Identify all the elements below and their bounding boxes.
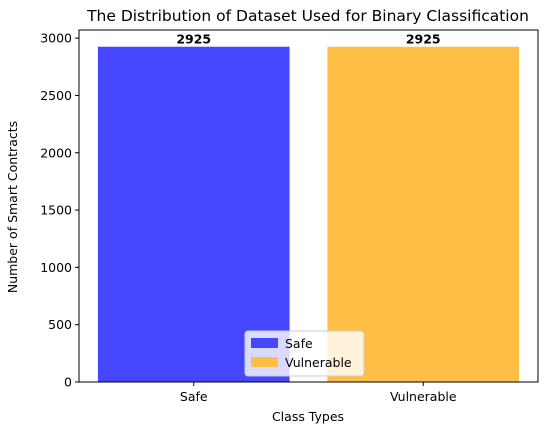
legend: Safe Vulnerable [244,330,365,377]
y-tick-label: 0 [64,375,72,390]
x-tick-label: Vulnerable [390,389,457,404]
y-tick-label: 1000 [40,260,72,275]
data-label-vulnerable: 2925 [406,32,441,47]
bar-vulnerable [327,46,520,382]
data-label-safe: 2925 [176,32,211,47]
legend-swatch-vulnerable [251,357,278,367]
y-tick-label: 3000 [40,31,72,46]
bar-safe [97,46,290,382]
x-tick-label: Safe [180,389,208,404]
legend-label-safe: Safe [285,336,313,351]
y-tick-label: 500 [48,317,72,332]
y-axis-label: Number of Smart Contracts [5,121,20,293]
plot-frame [78,29,539,383]
y-tick-label: 1500 [40,203,72,218]
x-axis: Safe Vulnerable [180,382,457,404]
legend-swatch-safe [251,338,278,348]
chart-title: The Distribution of Dataset Used for Bin… [86,7,529,25]
plot-area: 2925 2925 [78,29,539,383]
y-tick-label: 2500 [40,88,72,103]
y-axis: 0 500 1000 1500 2000 2500 3000 [40,31,79,390]
y-tick-label: 2000 [40,145,72,160]
legend-label-vulnerable: Vulnerable [285,355,352,370]
x-axis-label: Class Types [272,409,344,424]
